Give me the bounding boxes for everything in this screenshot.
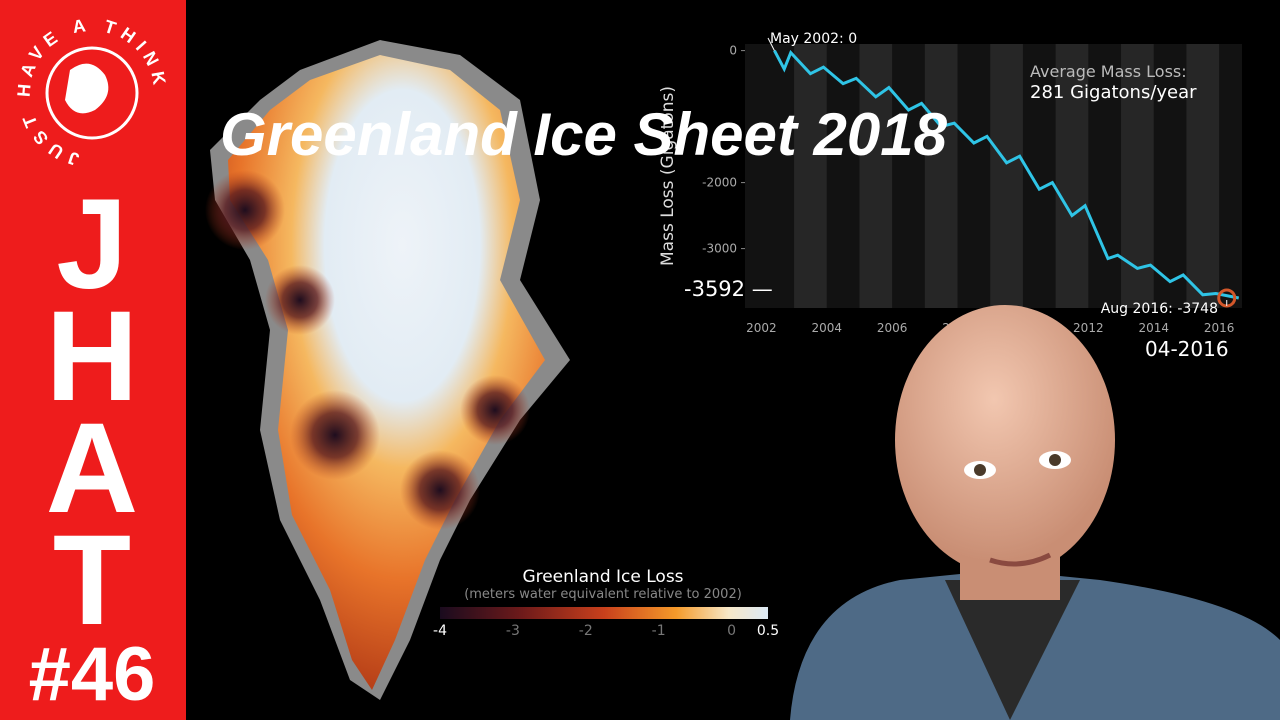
mass-loss-line [773, 49, 1240, 300]
x-tick-label: 2006 [877, 321, 908, 335]
colorbar-tick-label: -2 [579, 623, 593, 639]
jhat-letter: T [53, 509, 131, 652]
year-band [924, 44, 958, 308]
x-tick-label: 2002 [746, 321, 777, 335]
annotation: Average Mass Loss: [1030, 62, 1187, 81]
year-band [794, 44, 827, 308]
colorbar-tick-label: 0.5 [757, 623, 779, 639]
jhat-letter: A [46, 397, 138, 540]
colorbar-gradient [440, 607, 768, 619]
map [205, 40, 570, 700]
year-band [1186, 44, 1220, 308]
presenter [790, 305, 1280, 720]
year-band [859, 44, 893, 308]
y-axis-label: Mass Loss (Gigatons) [658, 86, 678, 266]
colorbar-tick-label: -3 [506, 623, 520, 639]
colorbar-title: Greenland Ice Loss [522, 567, 683, 587]
episode: #46 [29, 632, 156, 717]
jhat-letter: H [46, 285, 138, 428]
annotation: 281 Gigatons/year [1030, 82, 1197, 103]
x-tick-label: 2012 [1073, 321, 1104, 335]
y-tick-label: 0 [729, 44, 737, 58]
value-note: -3592 — [684, 277, 773, 301]
x-tick-label: 2016 [1204, 321, 1235, 335]
year-band [1055, 44, 1089, 308]
y-tick-label: -3000 [702, 242, 737, 256]
callout [767, 37, 775, 51]
x-tick-label: 2004 [811, 321, 842, 335]
year-band [990, 44, 1023, 308]
annotation: Aug 2016: -3748 [1101, 301, 1218, 317]
title: Greenland Ice Sheet 2018 [220, 101, 948, 168]
colorbar: Greenland Ice Loss (meters water equival… [433, 567, 779, 639]
mass-loss-chart: 0-2000-300020022004200620082010201220142… [658, 31, 1242, 335]
colorbar-tick-label: 0 [727, 623, 736, 639]
x-tick-label: 2014 [1138, 321, 1169, 335]
colorbar-tick-label: -1 [652, 623, 666, 639]
year-band [1121, 44, 1154, 308]
y-tick-label: -2000 [702, 176, 737, 190]
colorbar-subtitle: (meters water equivalent relative to 200… [464, 587, 742, 602]
annotation: May 2002: 0 [770, 31, 857, 47]
colorbar-tick-label: -4 [433, 623, 447, 639]
date-note: 04-2016 [1145, 337, 1229, 361]
jhat-letter: J [56, 173, 127, 316]
